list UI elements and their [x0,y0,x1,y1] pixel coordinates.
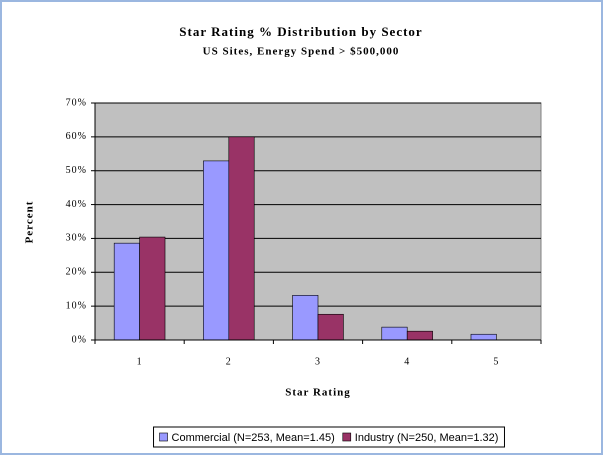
x-tick-label: 2 [226,356,232,367]
y-tick-label: 20% [66,267,87,278]
y-tick-label: 40% [66,199,87,210]
bar [113,242,140,341]
x-tick-label: 1 [137,356,143,367]
y-axis-label: Percent [24,201,36,244]
bar [228,136,255,341]
bar [203,160,230,341]
bar [381,326,408,341]
y-tick-label: 30% [66,233,87,244]
bar [406,330,433,341]
bar [139,236,166,341]
legend-swatch [342,432,352,442]
legend-label: Commercial (N=253, Mean=1.45) [172,432,335,444]
bar [317,313,344,341]
x-tick-label: 4 [404,356,410,367]
y-tick-label: 10% [66,300,87,311]
bar [292,295,319,341]
y-tick-label: 70% [66,97,87,108]
bar [470,333,497,341]
x-tick-label: 5 [493,356,499,367]
chart-subtitle: US Sites, Energy Spend > $500,000 [203,46,400,58]
legend-box [153,426,505,448]
x-tick-label: 3 [315,356,321,367]
y-tick-label: 60% [66,131,87,142]
legend-label: Industry (N=250, Mean=1.32) [355,432,499,444]
chart-title: Star Rating % Distribution by Sector [179,24,422,39]
legend-swatch [159,432,168,442]
x-axis-label: Star Rating [285,387,351,399]
y-tick-label: 50% [66,165,87,176]
y-tick-label: 0% [72,334,87,345]
